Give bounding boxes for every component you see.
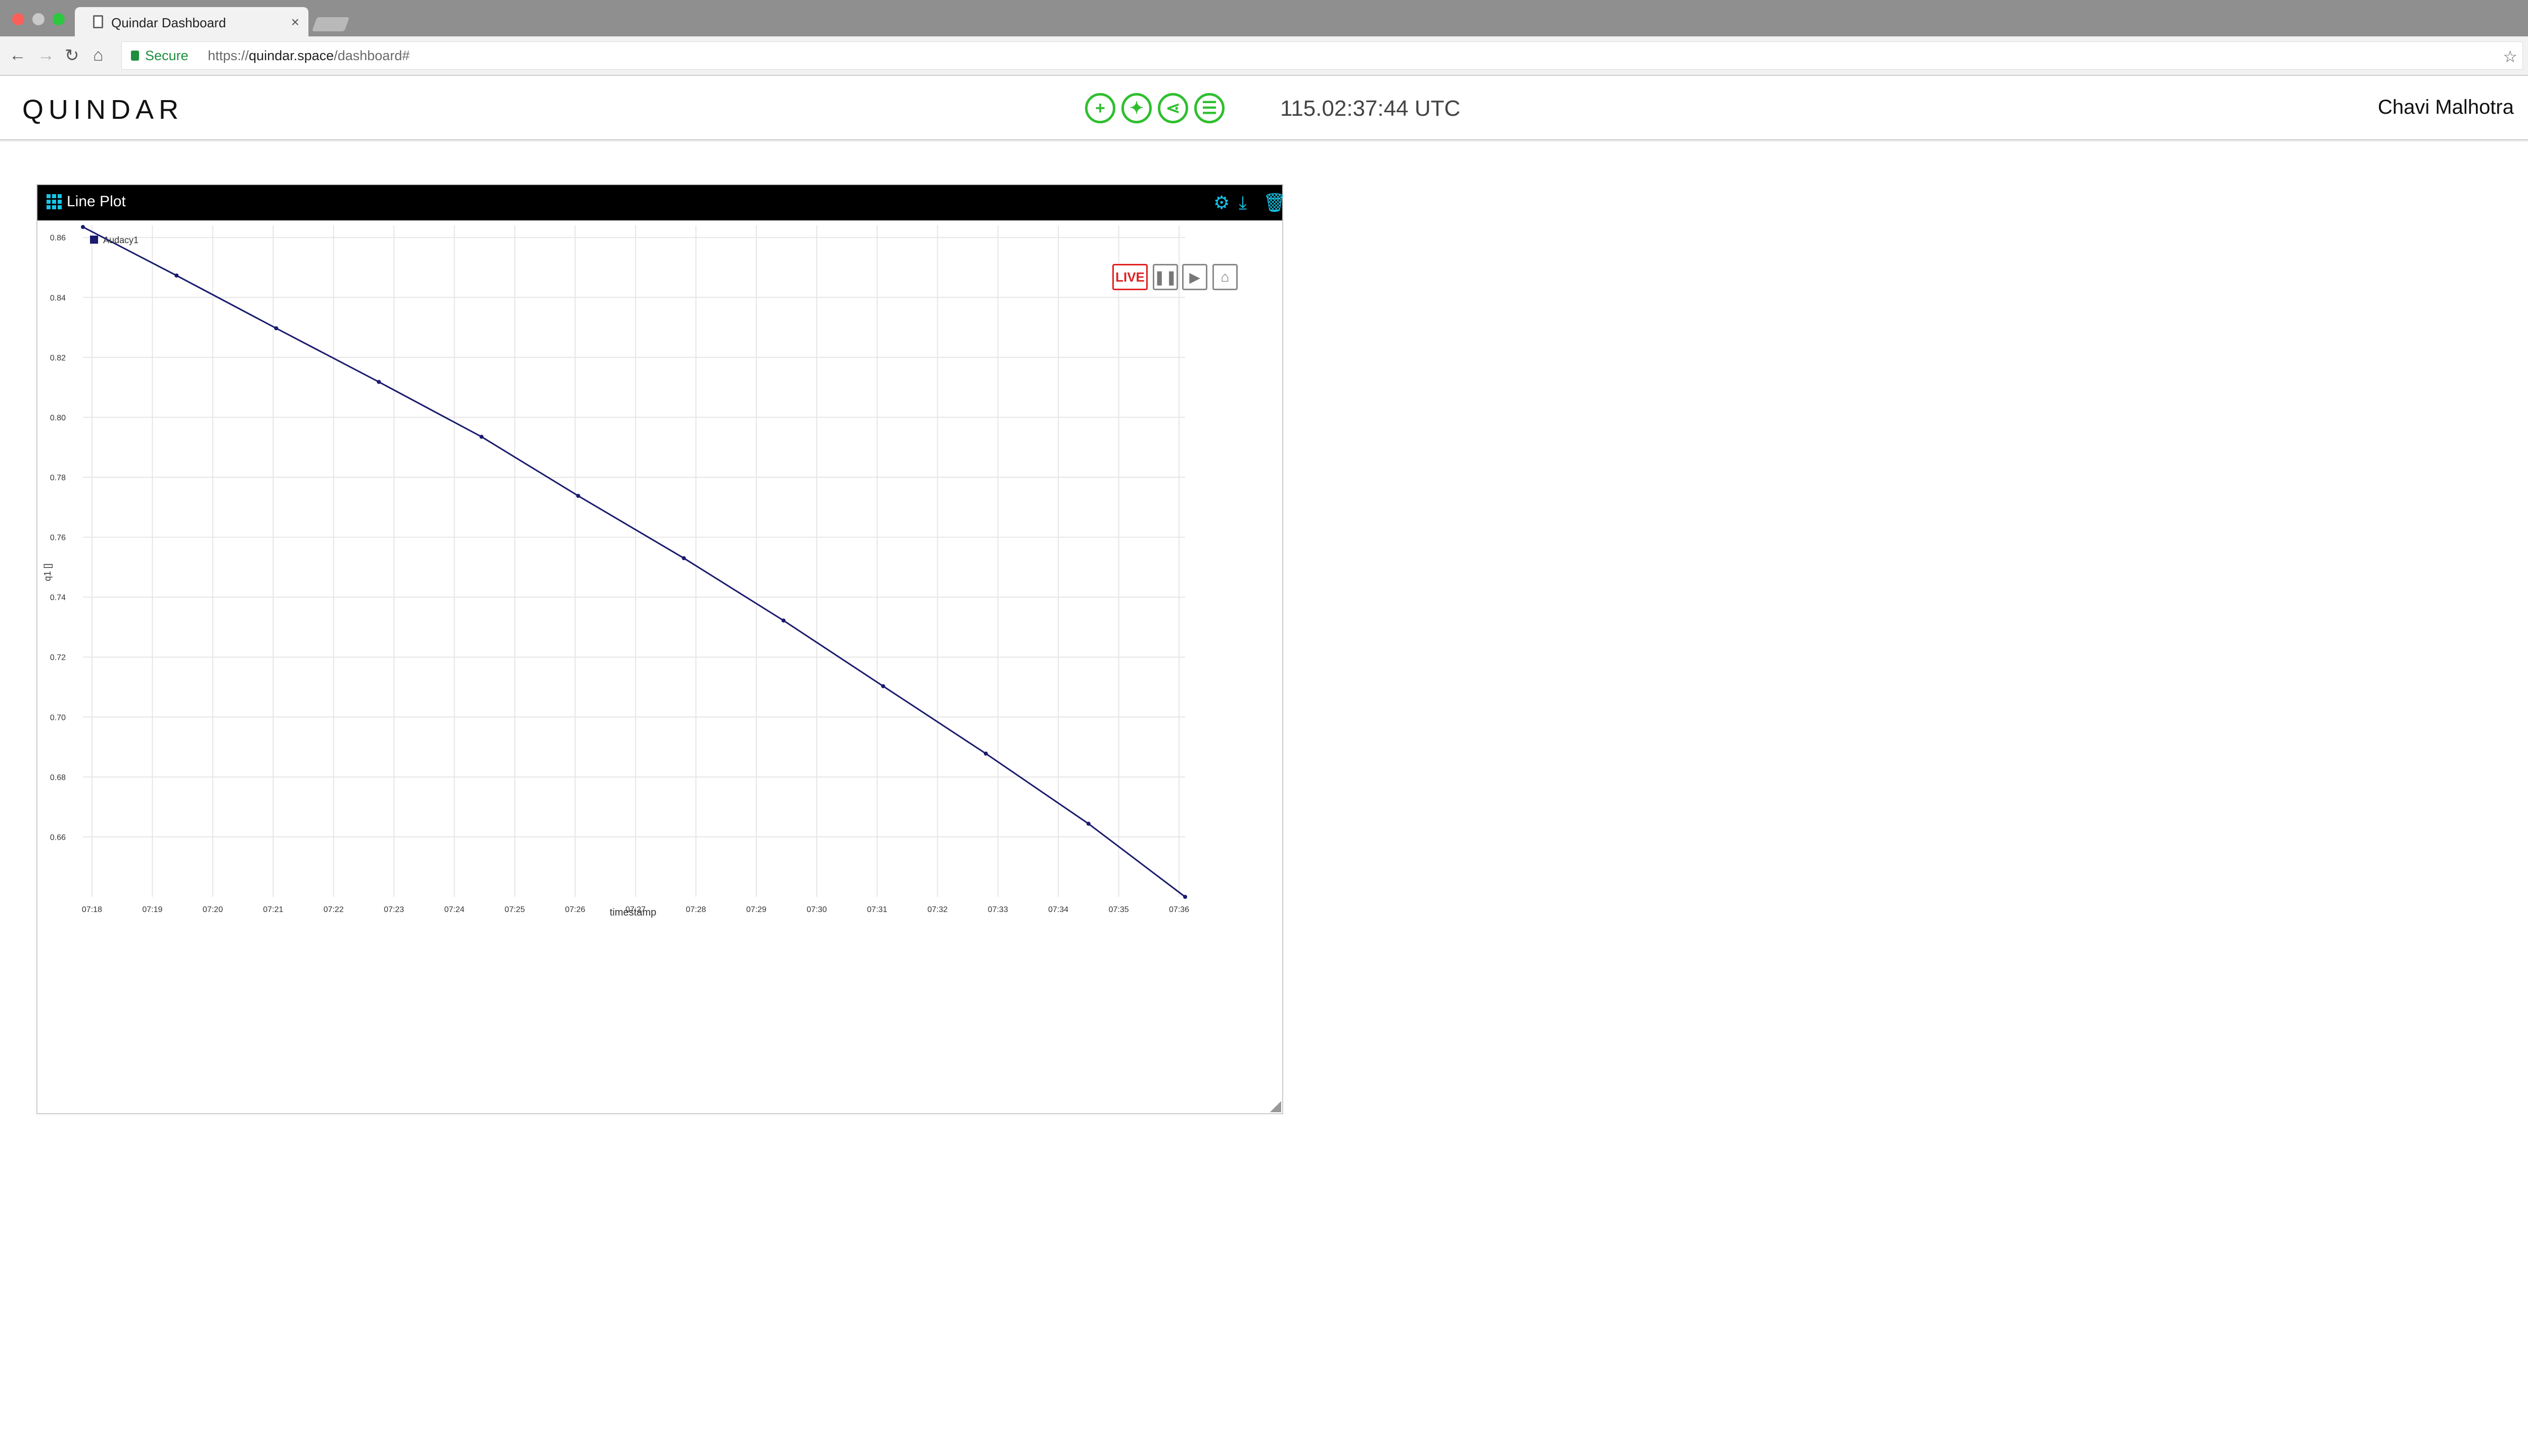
tab-title: Quindar Dashboard	[111, 15, 226, 30]
download-icon[interactable]: ⤓	[1239, 192, 1247, 213]
data-point[interactable]	[1086, 822, 1091, 826]
y-tick-label: 0.78	[50, 474, 66, 482]
x-tick-label: 07:19	[142, 905, 162, 914]
app-header: QUINDAR + ✦ ⋖ ☰ 115.02:37:44 UTC Chavi M…	[0, 76, 2528, 141]
y-tick-label: 0.70	[50, 713, 66, 722]
data-point[interactable]	[881, 684, 885, 689]
x-tick-label: 07:32	[927, 905, 947, 914]
utc-clock: 115.02:37:44 UTC	[1280, 96, 1461, 121]
data-point[interactable]	[682, 556, 686, 561]
y-tick-label: 0.76	[50, 534, 66, 542]
y-tick-label: 0.74	[50, 594, 66, 602]
browser-toolbar: ← → ↻ ⌂ Secure https://quindar.space/das…	[0, 36, 2528, 76]
x-tick-label: 07:34	[1048, 905, 1068, 914]
y-tick-label: 0.66	[50, 833, 66, 842]
minimize-window-button[interactable]	[32, 13, 44, 25]
back-arrow-icon[interactable]: ←	[9, 46, 26, 65]
reset-zoom-home-icon[interactable]: ⌂	[1212, 264, 1238, 290]
home-icon[interactable]: ⌂	[93, 46, 104, 65]
data-point[interactable]	[983, 751, 988, 756]
close-tab-icon[interactable]: ×	[291, 14, 299, 30]
gear-icon[interactable]: ⚙	[1213, 192, 1230, 213]
legend-swatch	[90, 236, 98, 244]
pause-icon[interactable]: ❚❚	[1153, 264, 1178, 290]
user-name[interactable]: Chavi Malhotra	[2377, 96, 2514, 118]
reload-icon[interactable]: ↻	[65, 46, 79, 65]
close-window-button[interactable]	[12, 13, 24, 25]
data-point[interactable]	[576, 493, 580, 498]
address-bar[interactable]: Secure https://quindar.space/dashboard# …	[121, 41, 2523, 70]
add-icon[interactable]: +	[1085, 93, 1115, 123]
x-tick-label: 07:22	[324, 905, 344, 914]
browser-tabstrip: Quindar Dashboard ×	[0, 0, 2528, 36]
url-host: quindar.space	[249, 48, 334, 63]
data-point[interactable]	[377, 380, 381, 384]
x-tick-label: 07:31	[867, 905, 887, 914]
star-icon[interactable]: ☆	[2503, 48, 2517, 66]
toolbar-tools: + ✦ ⋖ ☰	[1085, 93, 1225, 123]
x-tick-label: 07:18	[82, 905, 102, 914]
page-icon	[93, 15, 103, 28]
grid-icon	[47, 194, 62, 209]
browser-tab[interactable]: Quindar Dashboard ×	[75, 7, 308, 36]
line-plot-widget: Line Plot ⚙ ⤓ 🗑 07:18 07:19 07:20 07:21 07:2…	[36, 184, 1286, 1114]
data-point[interactable]	[1183, 895, 1187, 899]
data-point[interactable]	[174, 274, 179, 278]
y-tick-label: 0.72	[50, 654, 66, 662]
app-logo[interactable]: QUINDAR	[22, 95, 184, 125]
maximize-window-button[interactable]	[53, 13, 65, 25]
x-tick-label: 07:27	[625, 905, 646, 914]
chart-ticks: 07:18 07:19 07:20 07:21 07:22 07:23 07:24 07:25…	[50, 234, 1189, 914]
layout-icon[interactable]: ☰	[1194, 93, 1225, 123]
chart-grid	[83, 225, 1185, 897]
x-tick-label: 07:29	[746, 905, 766, 914]
x-tick-label: 07:20	[203, 905, 223, 914]
x-tick-label: 07:35	[1109, 905, 1129, 914]
url-text[interactable]: https://quindar.space/dashboard#	[208, 48, 410, 64]
y-axis-label: q1 []	[42, 563, 53, 581]
x-tick-label: 07:24	[444, 905, 465, 914]
y-tick-label: 0.82	[50, 354, 66, 362]
series-line-audacy1	[82, 226, 1186, 898]
line-chart: 07:18 07:19 07:20 07:21 07:22 07:23 07:24 07:25…	[42, 224, 1189, 918]
legend-label: Audacy1	[103, 235, 139, 245]
secure-label: Secure	[145, 48, 189, 63]
x-tick-label: 07:23	[384, 905, 404, 914]
x-tick-label: 07:21	[263, 905, 283, 914]
satellite-icon[interactable]: ✦	[1121, 93, 1152, 123]
trash-icon[interactable]: 🗑	[1263, 192, 1286, 213]
data-point[interactable]	[274, 326, 279, 331]
x-tick-label: 07:30	[806, 905, 827, 914]
x-tick-label: 07:26	[565, 905, 585, 914]
url-path: /dashboard#	[334, 48, 410, 63]
x-axis-label: timestamp	[610, 907, 656, 918]
y-tick-label: 0.86	[50, 234, 66, 243]
y-tick-label: 0.80	[50, 414, 66, 422]
chart-legend: Audacy1	[90, 235, 139, 245]
x-tick-label: 07:25	[505, 905, 525, 914]
share-icon[interactable]: ⋖	[1158, 93, 1188, 123]
widget-header[interactable]: Line Plot ⚙ ⤓ 🗑	[37, 185, 1286, 220]
forward-arrow-icon[interactable]: →	[37, 46, 55, 65]
url-scheme: https://	[208, 48, 249, 63]
data-point[interactable]	[781, 618, 786, 623]
widget-title: Line Plot	[67, 193, 126, 210]
chart-series	[81, 224, 1187, 899]
y-tick-label: 0.68	[50, 774, 66, 782]
x-tick-label: 07:36	[1169, 905, 1189, 914]
y-tick-label: 0.84	[50, 294, 66, 302]
x-tick-label: 07:33	[988, 905, 1008, 914]
x-tick-label: 07:28	[686, 905, 706, 914]
new-tab-button[interactable]	[311, 17, 350, 31]
data-point[interactable]	[81, 224, 85, 229]
live-button[interactable]: LIVE	[1112, 264, 1148, 290]
resize-handle[interactable]	[1270, 1101, 1281, 1112]
data-point[interactable]	[479, 434, 484, 439]
play-icon[interactable]: ▶	[1182, 264, 1207, 290]
lock-icon	[131, 51, 139, 61]
